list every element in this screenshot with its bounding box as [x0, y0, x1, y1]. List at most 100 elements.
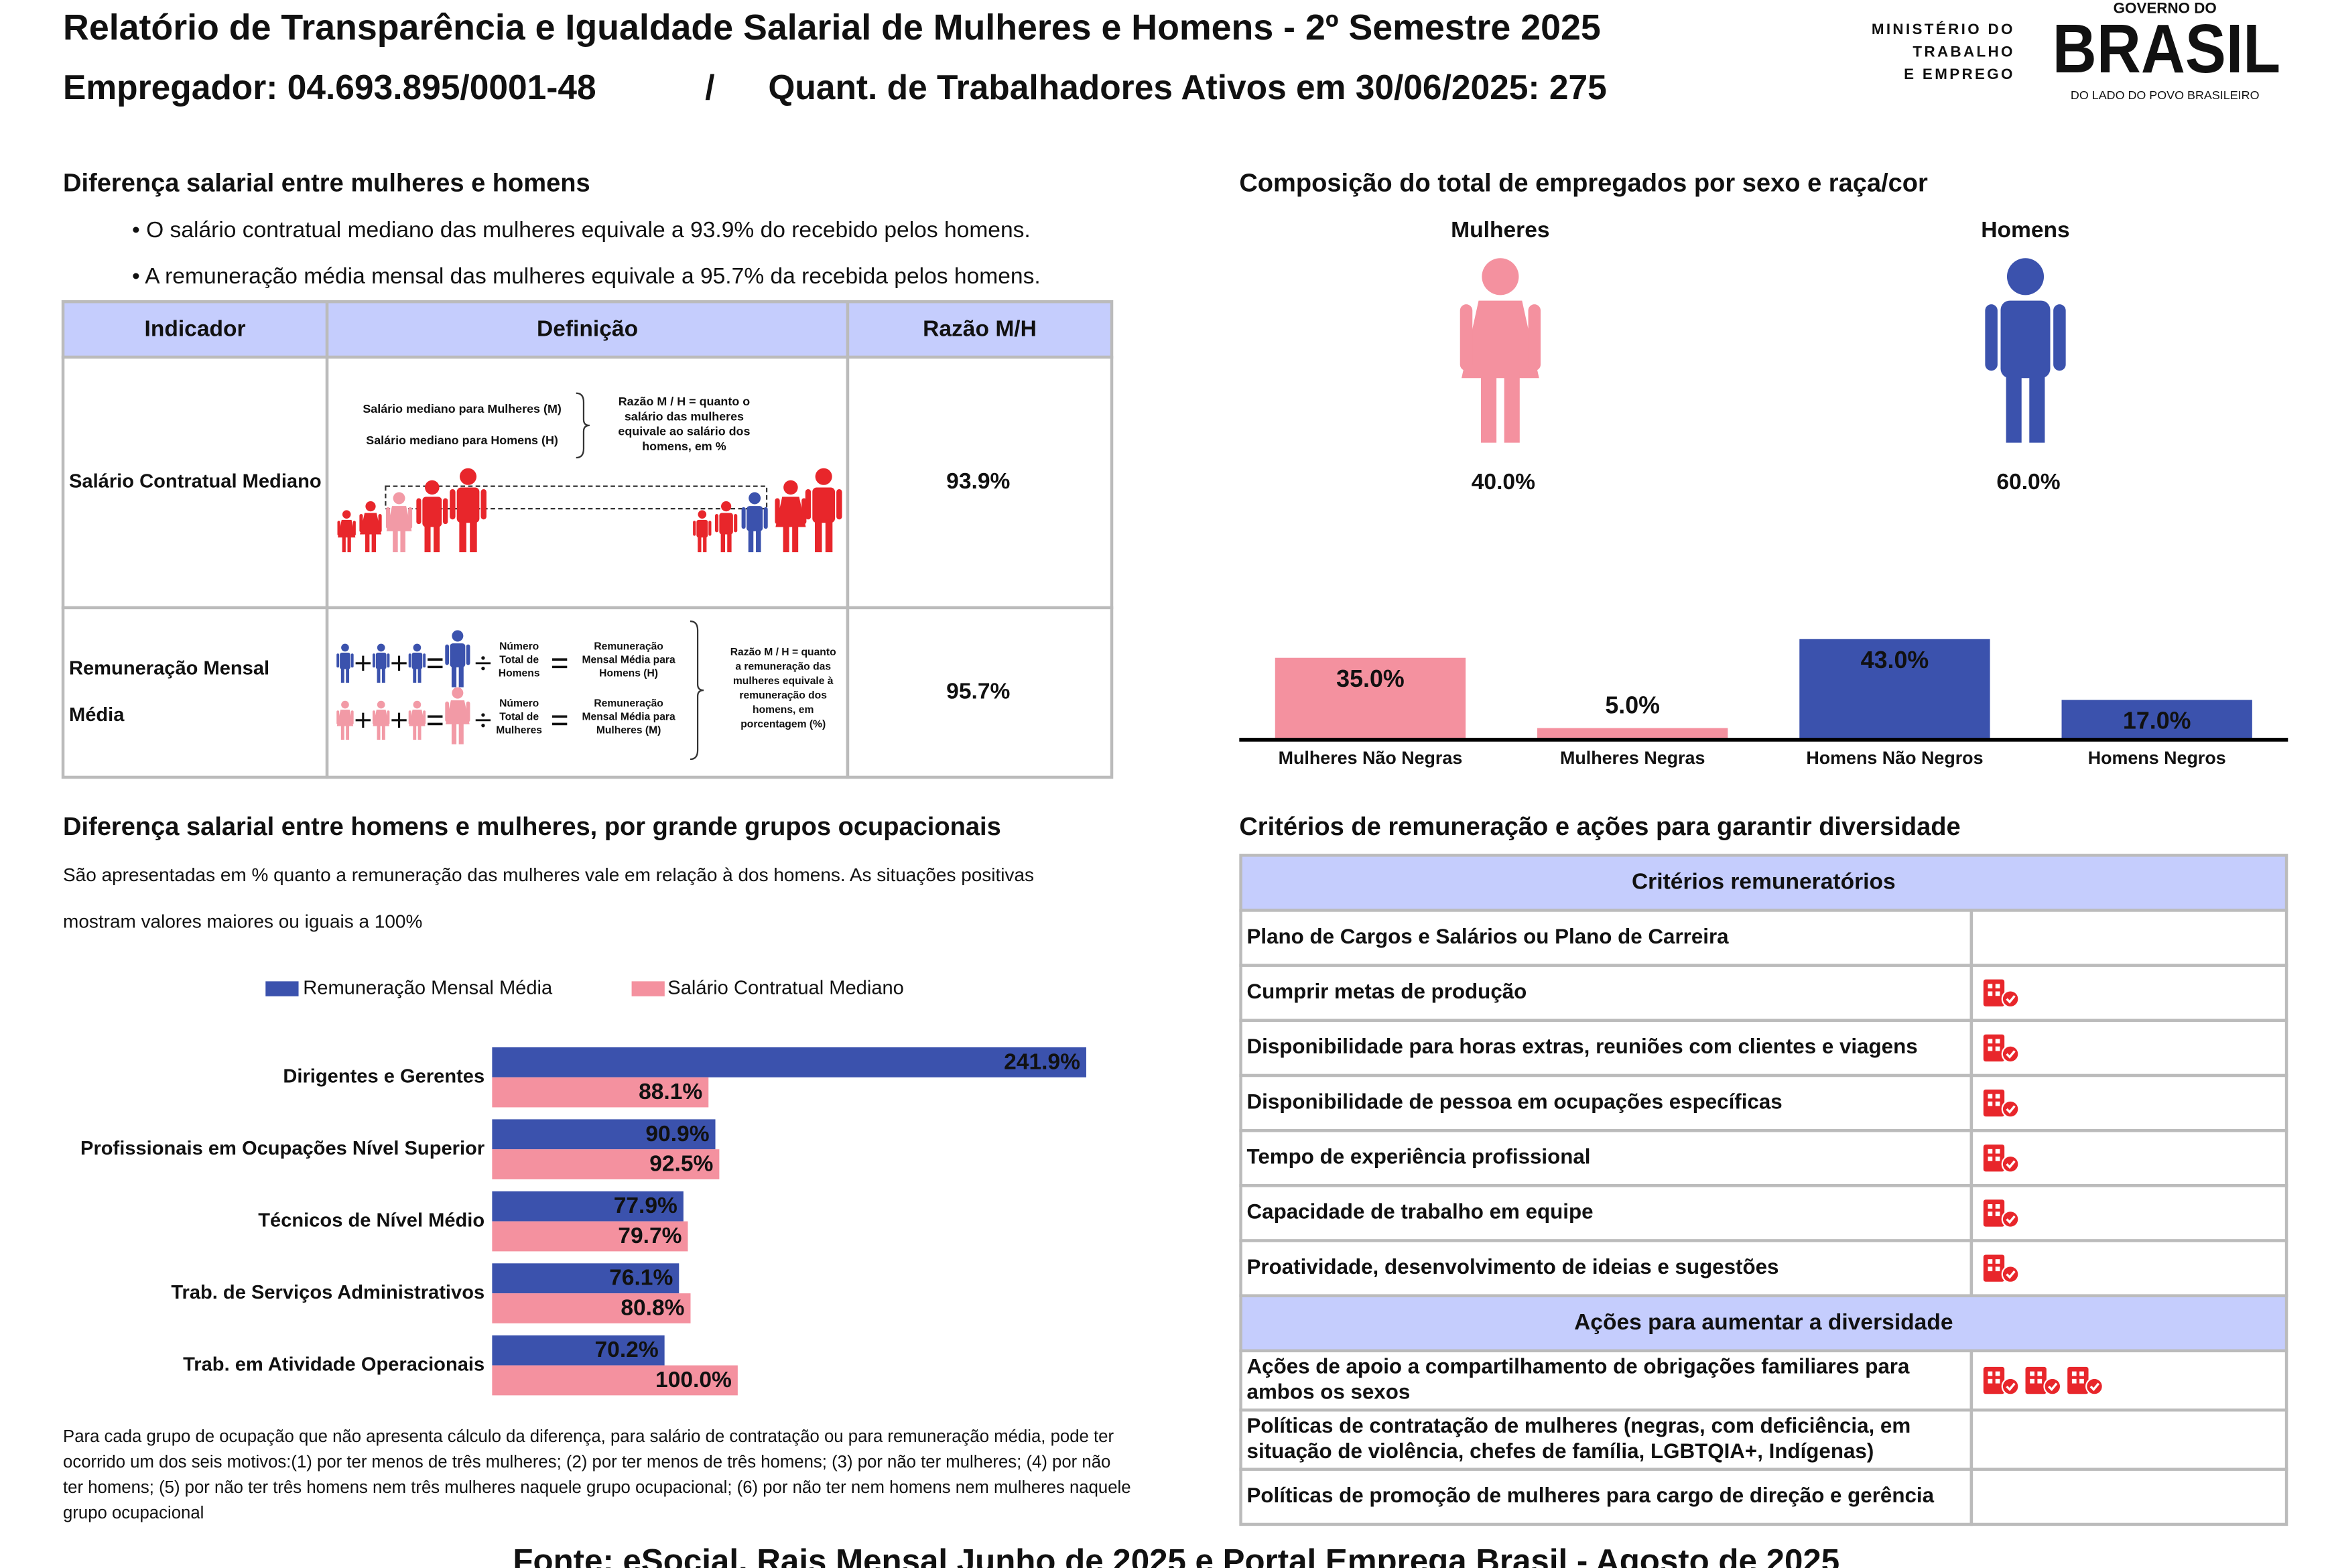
- person-torso: [411, 653, 423, 669]
- icon-check: [2001, 1100, 2020, 1118]
- person-leg: [434, 524, 440, 553]
- diagram-text: Mulheres (M): [596, 725, 661, 736]
- person-head: [452, 687, 464, 699]
- person-leg: [346, 667, 350, 683]
- person-leg: [703, 535, 707, 553]
- icon-window: [2030, 1371, 2034, 1376]
- person-arm: [693, 521, 696, 536]
- criteria-label: Ações de apoio a compartilhamento de obr…: [1247, 1354, 1910, 1378]
- bullet: • A remuneração média mensal das mulhere…: [132, 264, 1041, 289]
- bar: [1275, 657, 1466, 740]
- divide-sign: [481, 666, 485, 671]
- section-title: Diferença salarial entre homens e mulher…: [63, 813, 1001, 841]
- legend-swatch: [631, 981, 665, 996]
- table-header-cell: [1239, 1294, 2288, 1353]
- person-torso: [719, 513, 733, 535]
- person-arm: [408, 653, 411, 668]
- icon-check: [2001, 990, 2020, 1008]
- person-leg: [381, 667, 385, 683]
- person-icon: [337, 510, 356, 553]
- person-icon: [714, 501, 738, 553]
- employer: Empregador: 04.693.895/0001-48: [63, 68, 596, 107]
- criteria-label: Capacidade de trabalho em equipe: [1247, 1200, 1594, 1224]
- table-header-cell: [1239, 854, 2288, 912]
- table-cell: [61, 355, 329, 610]
- ministry-logo-text: MINISTÉRIO DO: [1872, 21, 2015, 38]
- person-arm: [801, 498, 807, 525]
- icon-building: [1983, 1034, 2005, 1062]
- person-arm: [443, 498, 448, 525]
- person-leg: [347, 535, 351, 553]
- person-arm: [2053, 304, 2066, 371]
- person-leg: [413, 724, 417, 740]
- person-icon: [741, 492, 768, 553]
- divide-sign: [481, 713, 485, 717]
- person-arm: [734, 513, 738, 533]
- icon-window: [1988, 984, 1993, 989]
- icon-building: [1983, 1254, 2005, 1282]
- person-arm: [1460, 304, 1473, 371]
- icon-window: [1995, 1259, 2000, 1264]
- person-dress: [409, 710, 426, 726]
- icon-window: [1988, 1157, 1993, 1161]
- person-head: [459, 468, 477, 485]
- person-leg: [365, 532, 370, 553]
- person-arm: [352, 521, 356, 536]
- person-dress: [373, 710, 389, 726]
- person-arm: [741, 507, 746, 529]
- icon-check: [2001, 1377, 2020, 1396]
- footnote: ocorrido um dos seis motivos:(1) por ter…: [63, 1453, 1110, 1472]
- icon-building: [2067, 1366, 2089, 1394]
- person-icon: [372, 643, 390, 683]
- person-icon: [775, 480, 807, 553]
- criteria-icon: [1983, 979, 2020, 1008]
- person-arm: [378, 513, 382, 533]
- person-arm: [408, 507, 413, 529]
- icon-check: [2048, 1382, 2058, 1391]
- ratio-value: 93.9%: [946, 469, 1010, 494]
- icon-window: [1995, 1046, 2000, 1051]
- bar-value-label: 80.8%: [621, 1295, 684, 1320]
- person-leg: [340, 724, 344, 740]
- icon-check: [2085, 1377, 2104, 1396]
- person-leg: [413, 667, 417, 683]
- icon-window: [1995, 1212, 2000, 1216]
- icon-window: [1995, 1149, 2000, 1154]
- icon-window: [2079, 1371, 2084, 1376]
- person-head: [2006, 258, 2045, 296]
- section-title: Diferença salarial entre mulheres e home…: [63, 170, 590, 198]
- diagram-text: a remuneração das: [735, 661, 831, 673]
- person-icon: [336, 643, 354, 683]
- brace: [690, 620, 704, 761]
- bar: [492, 1293, 691, 1323]
- icon-check: [2006, 1050, 2016, 1059]
- icon-window: [1995, 1039, 2000, 1044]
- icon-check: [2006, 995, 2016, 1004]
- person-dress: [445, 700, 470, 724]
- person-arm: [1528, 304, 1541, 371]
- icon-check: [2001, 1265, 2020, 1283]
- table-header-cell: [61, 300, 329, 359]
- bar: [1537, 728, 1728, 740]
- criteria-label: ambos os sexos: [1247, 1380, 1411, 1403]
- bar-value-label: 70.2%: [594, 1337, 658, 1362]
- bar-value-label: 241.9%: [1004, 1049, 1080, 1074]
- table-cell: [1239, 1019, 1973, 1077]
- diagram-text: porcentagem (%): [740, 719, 826, 730]
- icon-building: [1983, 1366, 2005, 1394]
- ministry-logo-text: E EMPREGO: [1904, 66, 2015, 82]
- person-arm: [1985, 304, 1998, 371]
- icon-check: [2006, 1270, 2016, 1279]
- criteria-label: Plano de Cargos e Salários ou Plano de C…: [1247, 925, 1730, 948]
- person-torso: [340, 653, 350, 669]
- criteria-label: Disponibilidade para horas extras, reuni…: [1247, 1035, 1918, 1058]
- icon-window: [2071, 1371, 2077, 1376]
- icon-window: [1995, 991, 2000, 996]
- person-leg: [377, 667, 381, 683]
- person-leg: [1504, 371, 1520, 443]
- person-leg: [792, 524, 799, 553]
- person-leg: [470, 519, 477, 553]
- icon-building: [1983, 1145, 2005, 1172]
- table-cell: [1969, 909, 2288, 967]
- person-leg: [451, 722, 457, 744]
